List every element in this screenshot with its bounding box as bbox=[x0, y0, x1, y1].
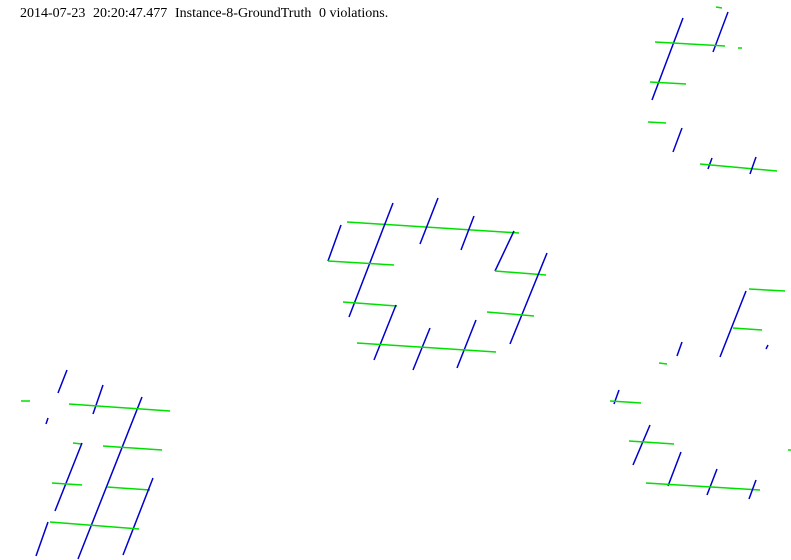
blue-segment bbox=[494, 230, 515, 272]
blue-segment bbox=[373, 304, 397, 361]
green-segment bbox=[748, 288, 786, 292]
blue-segment bbox=[509, 252, 548, 345]
blue-segment bbox=[456, 319, 477, 369]
green-segment bbox=[628, 440, 675, 445]
green-segment bbox=[51, 482, 83, 486]
status-header: 2014-07-23 20:20:47.477 Instance-8-Groun… bbox=[20, 6, 388, 22]
blue-segment bbox=[749, 156, 757, 175]
cluster-bottom-left bbox=[21, 369, 171, 560]
blue-segment bbox=[632, 424, 651, 466]
green-segment bbox=[647, 121, 667, 124]
blue-segment bbox=[348, 202, 394, 318]
blue-segment bbox=[92, 384, 104, 415]
header-violations: 0 violations. bbox=[319, 6, 389, 21]
green-segment bbox=[654, 41, 726, 47]
blue-segment bbox=[651, 17, 684, 101]
green-segment bbox=[699, 163, 778, 172]
cluster-center bbox=[327, 197, 548, 371]
blue-segment bbox=[35, 521, 49, 557]
green-segment bbox=[645, 482, 761, 491]
header-time: 20:20:47.477 bbox=[93, 6, 168, 21]
cluster-right-middle bbox=[609, 288, 791, 500]
blue-segment bbox=[765, 344, 769, 350]
green-segment bbox=[49, 521, 140, 530]
blue-segment bbox=[412, 327, 431, 371]
green-segment bbox=[356, 342, 497, 353]
green-segment bbox=[342, 301, 398, 307]
green-segment bbox=[106, 486, 151, 491]
green-segment bbox=[102, 445, 163, 451]
green-segment bbox=[72, 442, 83, 445]
green-segment bbox=[649, 81, 687, 85]
green-segment bbox=[327, 260, 395, 266]
blue-segment bbox=[327, 224, 342, 262]
blue-segment bbox=[54, 442, 83, 512]
green-segment bbox=[609, 400, 642, 404]
green-segment bbox=[715, 6, 723, 9]
blue-segment bbox=[719, 290, 747, 358]
blue-segment bbox=[707, 157, 713, 170]
blue-segment bbox=[77, 396, 143, 560]
green-segment bbox=[68, 403, 171, 412]
blue-segment bbox=[672, 127, 683, 153]
green-segment bbox=[346, 221, 520, 234]
blue-segment bbox=[748, 479, 757, 500]
cluster-top-right bbox=[647, 6, 778, 175]
blue-segment bbox=[676, 341, 683, 357]
blue-segment bbox=[122, 477, 154, 556]
header-instance: Instance-8-GroundTruth bbox=[174, 6, 312, 21]
green-segment bbox=[658, 362, 668, 365]
blue-segment bbox=[667, 451, 682, 487]
green-segment bbox=[486, 311, 535, 317]
header-date: 2014-07-23 bbox=[20, 6, 86, 21]
green-segment bbox=[732, 327, 763, 331]
blue-segment bbox=[706, 468, 718, 496]
blue-segment bbox=[57, 369, 68, 394]
green-segment bbox=[494, 270, 547, 276]
blue-segment bbox=[45, 417, 49, 425]
blue-segment bbox=[419, 197, 439, 245]
blue-segment bbox=[460, 215, 475, 251]
